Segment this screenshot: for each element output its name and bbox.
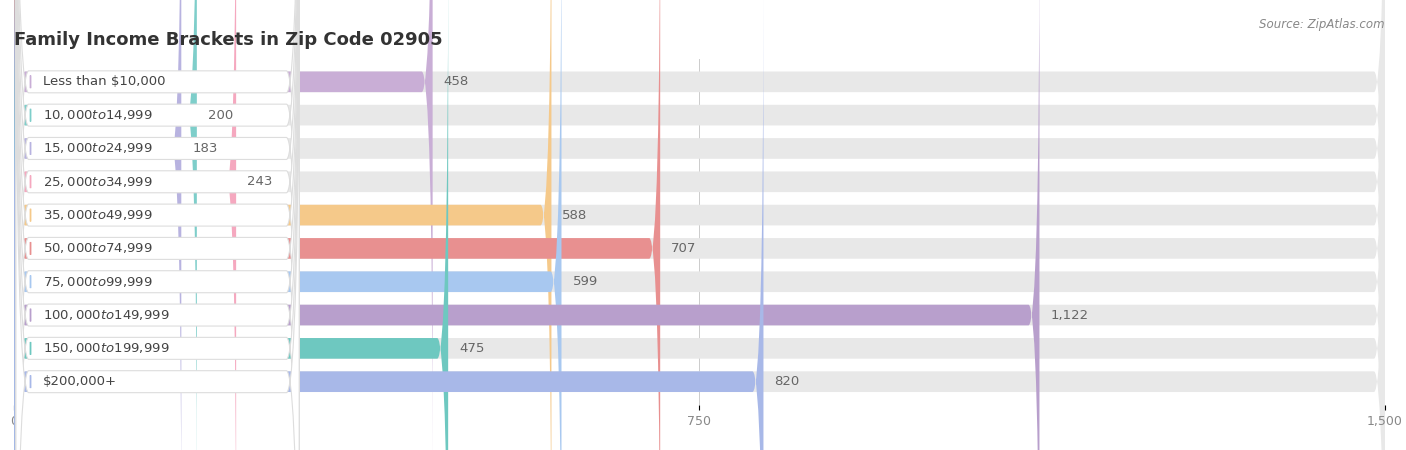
FancyBboxPatch shape [15,0,299,450]
FancyBboxPatch shape [14,0,661,450]
FancyBboxPatch shape [15,0,299,450]
Text: 820: 820 [775,375,800,388]
Text: 588: 588 [562,209,588,221]
Text: $75,000 to $99,999: $75,000 to $99,999 [44,275,153,289]
Text: Family Income Brackets in Zip Code 02905: Family Income Brackets in Zip Code 02905 [14,31,443,49]
Text: $150,000 to $199,999: $150,000 to $199,999 [44,342,170,356]
Text: 183: 183 [193,142,218,155]
Text: $200,000+: $200,000+ [44,375,117,388]
FancyBboxPatch shape [14,0,1385,450]
Text: 200: 200 [208,108,233,122]
FancyBboxPatch shape [14,0,1385,450]
Text: 1,122: 1,122 [1050,309,1088,322]
FancyBboxPatch shape [14,0,1385,450]
FancyBboxPatch shape [14,0,763,450]
FancyBboxPatch shape [15,0,299,450]
Text: $25,000 to $34,999: $25,000 to $34,999 [44,175,153,189]
Text: 475: 475 [460,342,485,355]
FancyBboxPatch shape [14,0,449,450]
Text: $10,000 to $14,999: $10,000 to $14,999 [44,108,153,122]
Text: 458: 458 [444,75,468,88]
FancyBboxPatch shape [14,0,1385,450]
Text: 243: 243 [247,175,273,188]
Text: Less than $10,000: Less than $10,000 [44,75,166,88]
Text: $50,000 to $74,999: $50,000 to $74,999 [44,241,153,256]
FancyBboxPatch shape [15,0,299,450]
Text: Source: ZipAtlas.com: Source: ZipAtlas.com [1260,18,1385,31]
FancyBboxPatch shape [14,0,181,450]
FancyBboxPatch shape [15,0,299,450]
Text: $15,000 to $24,999: $15,000 to $24,999 [44,141,153,155]
FancyBboxPatch shape [14,0,1385,450]
FancyBboxPatch shape [14,0,1385,450]
FancyBboxPatch shape [14,0,1039,450]
FancyBboxPatch shape [15,0,299,450]
FancyBboxPatch shape [15,0,299,450]
Text: 707: 707 [671,242,696,255]
FancyBboxPatch shape [14,0,1385,450]
FancyBboxPatch shape [15,0,299,450]
Text: $100,000 to $149,999: $100,000 to $149,999 [44,308,170,322]
FancyBboxPatch shape [15,0,299,450]
FancyBboxPatch shape [14,0,1385,450]
FancyBboxPatch shape [14,0,197,450]
Text: $35,000 to $49,999: $35,000 to $49,999 [44,208,153,222]
FancyBboxPatch shape [14,0,551,450]
FancyBboxPatch shape [14,0,236,450]
FancyBboxPatch shape [14,0,433,450]
FancyBboxPatch shape [14,0,1385,450]
FancyBboxPatch shape [14,0,561,450]
FancyBboxPatch shape [15,0,299,450]
Text: 599: 599 [572,275,598,288]
FancyBboxPatch shape [14,0,1385,450]
